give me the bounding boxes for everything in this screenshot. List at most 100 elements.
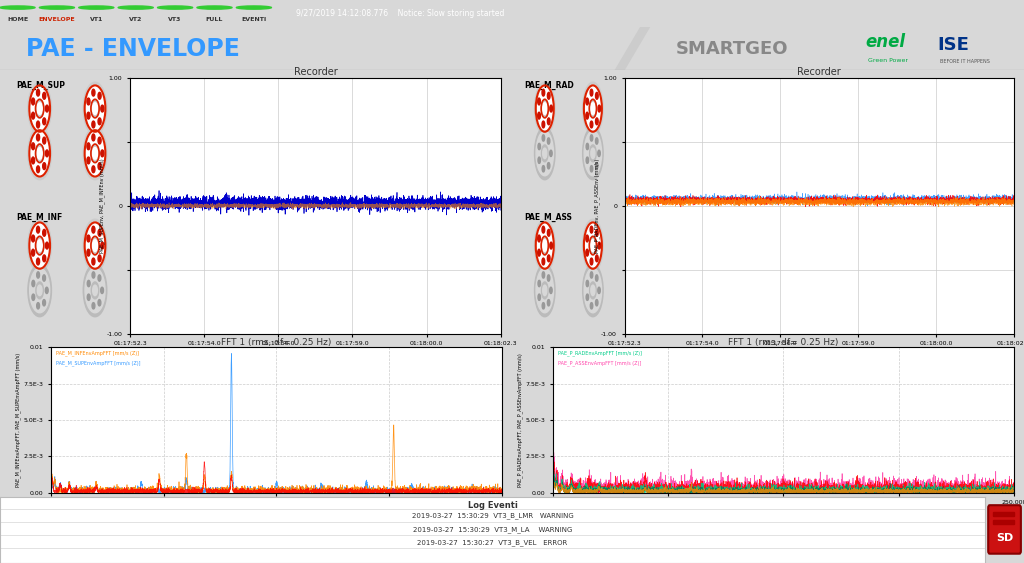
Text: VT3: VT3 [168, 17, 182, 22]
Circle shape [535, 264, 555, 317]
Circle shape [598, 242, 600, 249]
Circle shape [536, 222, 554, 269]
Circle shape [87, 98, 90, 105]
Circle shape [37, 103, 42, 114]
Circle shape [32, 112, 35, 119]
Circle shape [596, 138, 598, 144]
Circle shape [543, 148, 547, 159]
Circle shape [98, 137, 101, 144]
Circle shape [28, 219, 51, 272]
Circle shape [584, 222, 602, 269]
Circle shape [100, 105, 103, 112]
Circle shape [36, 236, 44, 255]
Circle shape [548, 163, 550, 169]
Circle shape [596, 275, 598, 281]
Text: SD: SD [996, 533, 1013, 543]
Circle shape [85, 86, 105, 132]
Text: PAE_P_RADEnvAmpFFT [mm/s (Z)]: PAE_P_RADEnvAmpFFT [mm/s (Z)] [557, 350, 641, 356]
Circle shape [542, 135, 545, 141]
Circle shape [538, 235, 541, 242]
Text: ENVELOPE: ENVELOPE [39, 17, 75, 22]
Circle shape [548, 229, 550, 236]
Circle shape [596, 163, 598, 169]
Circle shape [43, 163, 46, 169]
Circle shape [32, 98, 35, 105]
Text: PAE_M_ASS: PAE_M_ASS [524, 213, 572, 222]
Circle shape [590, 272, 593, 278]
Circle shape [100, 287, 103, 293]
Y-axis label: PAE_M_SUPEnv, PAE_M_INFEnv (mm/s): PAE_M_SUPEnv, PAE_M_INFEnv (mm/s) [99, 158, 105, 253]
Text: enel: enel [865, 33, 905, 51]
Circle shape [543, 285, 547, 296]
Circle shape [36, 144, 44, 163]
Circle shape [550, 150, 552, 157]
Circle shape [197, 6, 232, 9]
Circle shape [591, 103, 595, 114]
Circle shape [30, 268, 50, 313]
Circle shape [537, 268, 553, 313]
Circle shape [91, 144, 99, 163]
Circle shape [596, 255, 598, 262]
Circle shape [237, 6, 271, 9]
Circle shape [542, 145, 548, 162]
Circle shape [37, 134, 40, 141]
Title: FFT 1 (rms, df= 0.25 Hz): FFT 1 (rms, df= 0.25 Hz) [728, 338, 839, 347]
Circle shape [586, 294, 589, 301]
Circle shape [98, 118, 101, 125]
Text: FULL: FULL [206, 17, 223, 22]
Circle shape [158, 6, 193, 9]
Text: SMARTGEO: SMARTGEO [676, 40, 788, 57]
Circle shape [36, 99, 44, 118]
Circle shape [538, 144, 541, 150]
Circle shape [43, 275, 45, 281]
Circle shape [92, 166, 95, 173]
Circle shape [87, 235, 90, 242]
Circle shape [43, 300, 45, 306]
Circle shape [586, 157, 589, 163]
Circle shape [586, 98, 589, 105]
Circle shape [590, 135, 593, 141]
Circle shape [542, 303, 545, 309]
Circle shape [92, 272, 95, 278]
Circle shape [586, 144, 589, 150]
Circle shape [548, 255, 550, 262]
Polygon shape [614, 27, 650, 70]
Circle shape [548, 138, 550, 144]
Circle shape [542, 282, 548, 299]
Circle shape [32, 249, 35, 256]
Title: Recorder: Recorder [798, 67, 841, 77]
Circle shape [590, 236, 596, 255]
Circle shape [79, 6, 114, 9]
Text: 2019-03-27  15:30:29  VT3_M_LA    WARNING: 2019-03-27 15:30:29 VT3_M_LA WARNING [413, 526, 572, 533]
Circle shape [548, 118, 550, 125]
Circle shape [98, 300, 100, 306]
Circle shape [85, 268, 105, 313]
Circle shape [598, 150, 600, 157]
X-axis label: Freq (Hz): Freq (Hz) [768, 507, 799, 513]
Circle shape [590, 145, 596, 162]
Circle shape [591, 240, 595, 251]
Circle shape [83, 219, 106, 272]
Circle shape [100, 150, 103, 157]
Text: VT2: VT2 [129, 17, 142, 22]
Circle shape [87, 294, 90, 301]
Circle shape [39, 6, 75, 9]
Circle shape [583, 264, 603, 317]
Circle shape [586, 280, 589, 287]
Text: PAE_M_RAD: PAE_M_RAD [524, 81, 574, 90]
Circle shape [535, 127, 555, 180]
Y-axis label: PAE_P_RADEnv, PAE_P_ASSEnv (mm/s): PAE_P_RADEnv, PAE_P_ASSEnv (mm/s) [594, 159, 600, 253]
Text: PAE_M_INFEnvAmpFFT [mm/s (Z)]: PAE_M_INFEnvAmpFFT [mm/s (Z)] [55, 350, 138, 356]
Circle shape [542, 99, 549, 118]
Title: FFT 1 (rms, df= 0.25 Hz): FFT 1 (rms, df= 0.25 Hz) [221, 338, 332, 347]
Circle shape [43, 255, 46, 262]
Circle shape [87, 280, 90, 287]
Circle shape [92, 148, 97, 159]
Circle shape [538, 98, 541, 105]
Circle shape [28, 127, 51, 180]
Circle shape [591, 285, 595, 296]
Text: VT1: VT1 [90, 17, 103, 22]
Circle shape [542, 258, 545, 265]
Circle shape [548, 275, 550, 281]
Circle shape [542, 272, 545, 278]
